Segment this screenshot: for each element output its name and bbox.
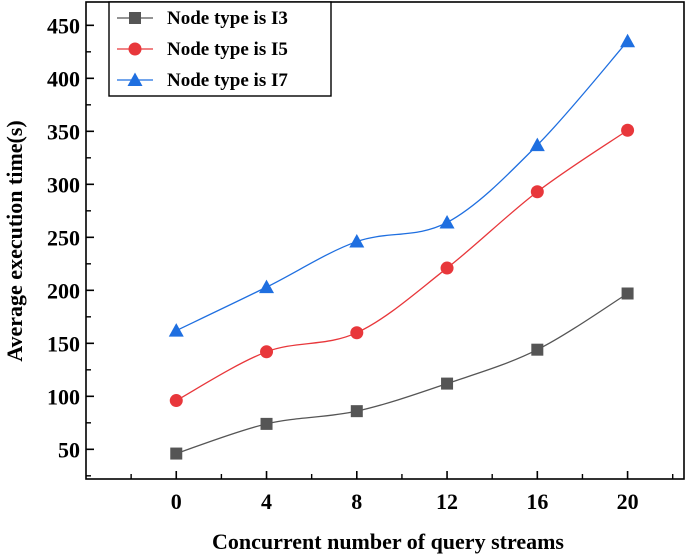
- data-point: [260, 345, 274, 359]
- series-line: [175, 129, 628, 402]
- plot-frame: [85, 1, 685, 480]
- legend: Node type is I3 Node type is I5 Node type …: [108, 1, 332, 97]
- x-tick-label: 12: [436, 489, 458, 514]
- data-point: [170, 447, 183, 460]
- data-point: [168, 323, 184, 337]
- data-point: [440, 261, 454, 275]
- y-tick-label: 200: [47, 278, 80, 303]
- data-point: [530, 185, 544, 199]
- data-point: [260, 417, 273, 430]
- legend-label: Node type is I7: [167, 70, 288, 91]
- x-tick-label: 0: [171, 489, 182, 514]
- legend-label: Node type is I5: [167, 39, 288, 60]
- data-point: [620, 33, 636, 48]
- x-tick-label: 16: [526, 489, 548, 514]
- x-tick-label: 8: [351, 489, 362, 514]
- series-circle: [169, 123, 635, 408]
- y-tick-label: 250: [47, 225, 80, 250]
- data-point: [621, 287, 634, 300]
- legend-entry: Node type is I7: [117, 70, 288, 91]
- data-point: [350, 326, 364, 340]
- x-tick-label: 4: [261, 489, 272, 514]
- legend-marker: [129, 12, 141, 24]
- data-point: [531, 343, 544, 356]
- data-point: [621, 123, 635, 137]
- series-triangle: [168, 33, 636, 337]
- y-tick-label: 450: [47, 13, 80, 38]
- axes: 50 100 150 200 250 300 350 400 450 0 4 8 12 16 20: [47, 1, 685, 514]
- x-tick-label: 20: [617, 489, 639, 514]
- series-square: [170, 287, 634, 460]
- y-axis-title: Average execution time(s): [2, 120, 27, 362]
- y-tick-label: 400: [47, 66, 80, 91]
- data-point: [350, 405, 363, 418]
- series-layer: [168, 33, 636, 460]
- y-tick-label: 150: [47, 331, 80, 356]
- y-tick-label: 100: [47, 384, 80, 409]
- legend-marker: [128, 42, 142, 56]
- data-point: [169, 394, 183, 408]
- data-point: [441, 377, 454, 390]
- legend-entry: Node type is I5: [117, 39, 288, 60]
- series-line: [176, 292, 628, 455]
- data-point: [529, 137, 545, 152]
- legend-label: Node type is I3: [167, 8, 288, 29]
- legend-entry: Node type is I3: [117, 8, 288, 29]
- data-point: [349, 234, 365, 248]
- y-tick-label: 300: [47, 172, 80, 197]
- y-tick-label: 350: [47, 119, 80, 144]
- legend-marker: [127, 72, 143, 86]
- data-point: [439, 214, 455, 229]
- y-tick-label: 50: [58, 437, 80, 462]
- series-line: [175, 40, 629, 332]
- data-point: [259, 279, 275, 294]
- x-axis-title: Concurrent number of query streams: [212, 529, 564, 554]
